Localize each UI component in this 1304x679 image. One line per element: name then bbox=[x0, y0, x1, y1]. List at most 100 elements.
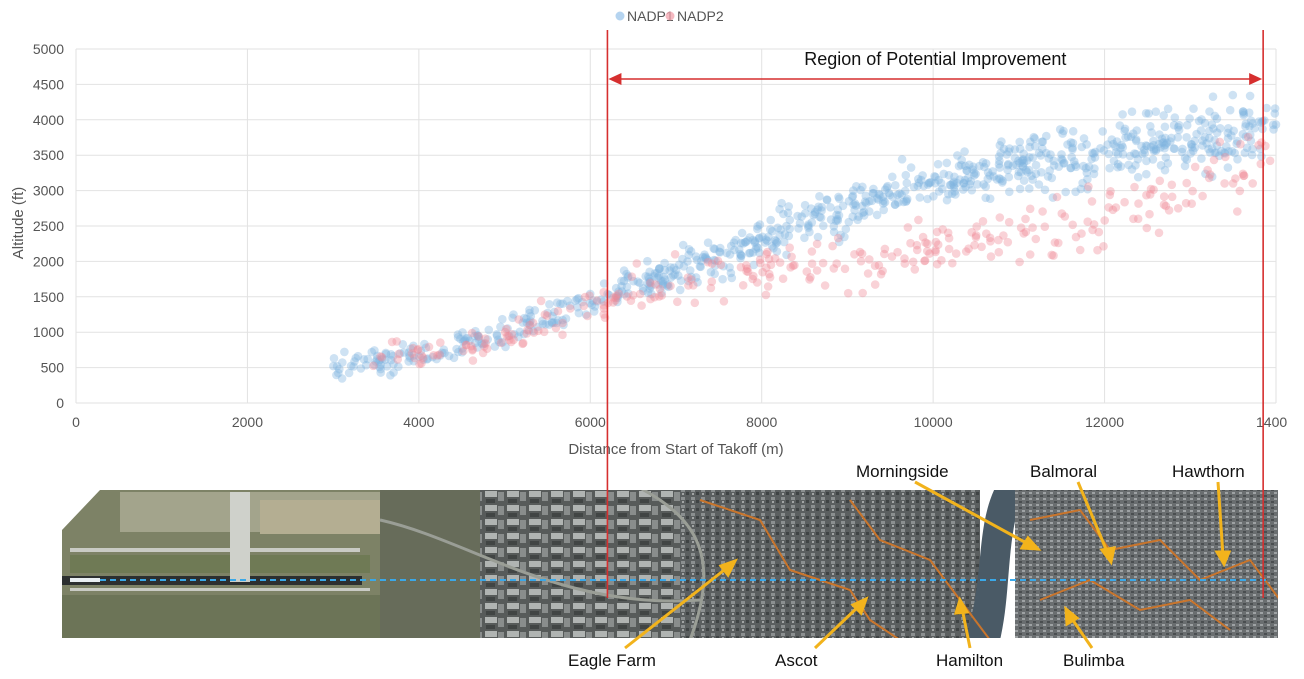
scatter-point-nadp2 bbox=[1057, 209, 1067, 218]
scatter-point-nadp1 bbox=[804, 221, 813, 231]
scatter-point-nadp1 bbox=[710, 269, 719, 279]
scatter-point-nadp1 bbox=[999, 144, 1009, 154]
scatter-point-nadp2 bbox=[1025, 204, 1035, 214]
scatter-point-nadp1 bbox=[1004, 147, 1014, 156]
scatter-point-nadp1 bbox=[1030, 141, 1040, 151]
scatter-point-nadp2 bbox=[807, 259, 817, 269]
scatter-point-nadp2 bbox=[876, 269, 886, 279]
scatter-point-nadp1 bbox=[1207, 144, 1217, 153]
scatter-point-nadp2 bbox=[424, 342, 434, 352]
scatter-point-nadp1 bbox=[477, 338, 486, 348]
scatter-point-nadp2 bbox=[417, 359, 426, 368]
scatter-point-nadp1 bbox=[344, 368, 354, 378]
scatter-point-nadp2 bbox=[1134, 199, 1143, 208]
scatter-point-nadp1 bbox=[902, 194, 912, 204]
scatter-point-nadp1 bbox=[874, 189, 884, 199]
scatter-point-nadp1 bbox=[1212, 114, 1222, 123]
scatter-point-nadp2 bbox=[509, 335, 518, 345]
scatter-point-nadp1 bbox=[942, 195, 952, 205]
pointer-balmoral-head bbox=[1099, 546, 1116, 566]
scatter-point-nadp2 bbox=[843, 288, 853, 298]
scatter-point-nadp2 bbox=[912, 240, 922, 250]
scatter-point-nadp1 bbox=[1118, 143, 1128, 152]
scatter-point-nadp1 bbox=[645, 277, 654, 287]
scatter-point-nadp2 bbox=[707, 277, 717, 286]
scatter-point-nadp2 bbox=[377, 353, 387, 362]
scatter-point-nadp1 bbox=[1142, 156, 1151, 166]
scatter-point-nadp1 bbox=[478, 340, 487, 349]
scatter-point-nadp1 bbox=[698, 252, 708, 262]
scatter-point-nadp1 bbox=[1111, 142, 1120, 151]
scatter-point-nadp1 bbox=[587, 300, 597, 310]
scatter-point-nadp2 bbox=[716, 260, 726, 270]
scatter-point-nadp1 bbox=[335, 364, 344, 374]
scatter-point-nadp2 bbox=[690, 298, 700, 308]
map-label-hamilton: Hamilton bbox=[936, 651, 1003, 670]
scatter-point-nadp1 bbox=[498, 338, 507, 347]
scatter-point-nadp1 bbox=[470, 331, 479, 341]
scatter-point-nadp1 bbox=[755, 220, 765, 229]
scatter-point-nadp2 bbox=[666, 281, 675, 291]
scatter-point-nadp1 bbox=[880, 197, 890, 207]
scatter-point-nadp1 bbox=[718, 274, 727, 284]
scatter-point-nadp1 bbox=[948, 179, 957, 188]
scatter-point-nadp1 bbox=[1198, 141, 1207, 150]
scatter-point-nadp1 bbox=[782, 221, 791, 231]
scatter-point-nadp1 bbox=[775, 204, 784, 214]
scatter-point-nadp1 bbox=[878, 199, 888, 208]
scatter-point-nadp1 bbox=[1098, 127, 1107, 136]
scatter-point-nadp1 bbox=[1157, 134, 1167, 144]
scatter-point-nadp2 bbox=[1105, 190, 1115, 200]
scatter-point-nadp1 bbox=[1244, 108, 1254, 117]
scatter-point-nadp1 bbox=[834, 192, 843, 202]
scatter-point-nadp1 bbox=[1178, 144, 1187, 154]
scatter-point-nadp1 bbox=[806, 204, 816, 213]
scatter-point-nadp2 bbox=[1088, 225, 1097, 235]
scatter-point-nadp1 bbox=[851, 201, 861, 210]
scatter-point-nadp1 bbox=[473, 331, 482, 340]
scatter-point-nadp1 bbox=[1078, 178, 1087, 188]
scatter-point-nadp1 bbox=[381, 348, 391, 358]
scatter-point-nadp1 bbox=[389, 359, 398, 369]
scatter-point-nadp1 bbox=[983, 174, 993, 184]
scatter-point-nadp2 bbox=[481, 334, 490, 344]
scatter-point-nadp1 bbox=[1197, 154, 1206, 163]
scatter-point-nadp1 bbox=[1049, 156, 1058, 166]
scatter-point-nadp1 bbox=[670, 270, 680, 279]
scatter-point-nadp1 bbox=[836, 230, 845, 240]
scatter-point-nadp1 bbox=[1121, 133, 1130, 142]
scatter-point-nadp1 bbox=[901, 170, 911, 180]
scatter-point-nadp1 bbox=[1141, 109, 1151, 118]
scatter-point-nadp1 bbox=[1018, 162, 1028, 171]
scatter-point-nadp1 bbox=[510, 330, 519, 339]
scatter-point-nadp2 bbox=[1142, 223, 1152, 233]
scatter-point-nadp2 bbox=[1108, 205, 1118, 215]
scatter-point-nadp2 bbox=[496, 338, 506, 348]
scatter-point-nadp1 bbox=[933, 159, 943, 169]
scatter-point-nadp2 bbox=[1239, 171, 1248, 181]
scatter-point-nadp1 bbox=[353, 351, 363, 361]
scatter-point-nadp1 bbox=[619, 266, 629, 275]
scatter-point-nadp1 bbox=[1159, 111, 1168, 120]
map-river bbox=[965, 490, 1025, 638]
scatter-point-nadp1 bbox=[981, 159, 991, 168]
scatter-point-nadp1 bbox=[561, 314, 571, 323]
scatter-point-nadp2 bbox=[982, 229, 991, 238]
scatter-point-nadp1 bbox=[890, 200, 900, 209]
scatter-point-nadp1 bbox=[719, 261, 728, 271]
scatter-point-nadp2 bbox=[467, 341, 476, 351]
scatter-point-nadp1 bbox=[1034, 148, 1044, 158]
scatter-point-nadp1 bbox=[1016, 168, 1026, 177]
scatter-point-nadp2 bbox=[908, 257, 918, 267]
scatter-point-nadp1 bbox=[1163, 159, 1173, 168]
scatter-point-nadp1 bbox=[552, 318, 561, 328]
scatter-point-nadp2 bbox=[713, 256, 723, 266]
region-annotation: Region of Potential Improvement bbox=[606, 30, 1264, 598]
scatter-point-nadp1 bbox=[687, 272, 696, 282]
scatter-point-nadp2 bbox=[880, 244, 890, 254]
scatter-point-nadp1 bbox=[1212, 128, 1222, 137]
scatter-point-nadp1 bbox=[496, 322, 505, 332]
scatter-point-nadp1 bbox=[1197, 115, 1206, 124]
scatter-point-nadp1 bbox=[1024, 165, 1034, 175]
x-tick-label: 1400 bbox=[1256, 414, 1287, 430]
